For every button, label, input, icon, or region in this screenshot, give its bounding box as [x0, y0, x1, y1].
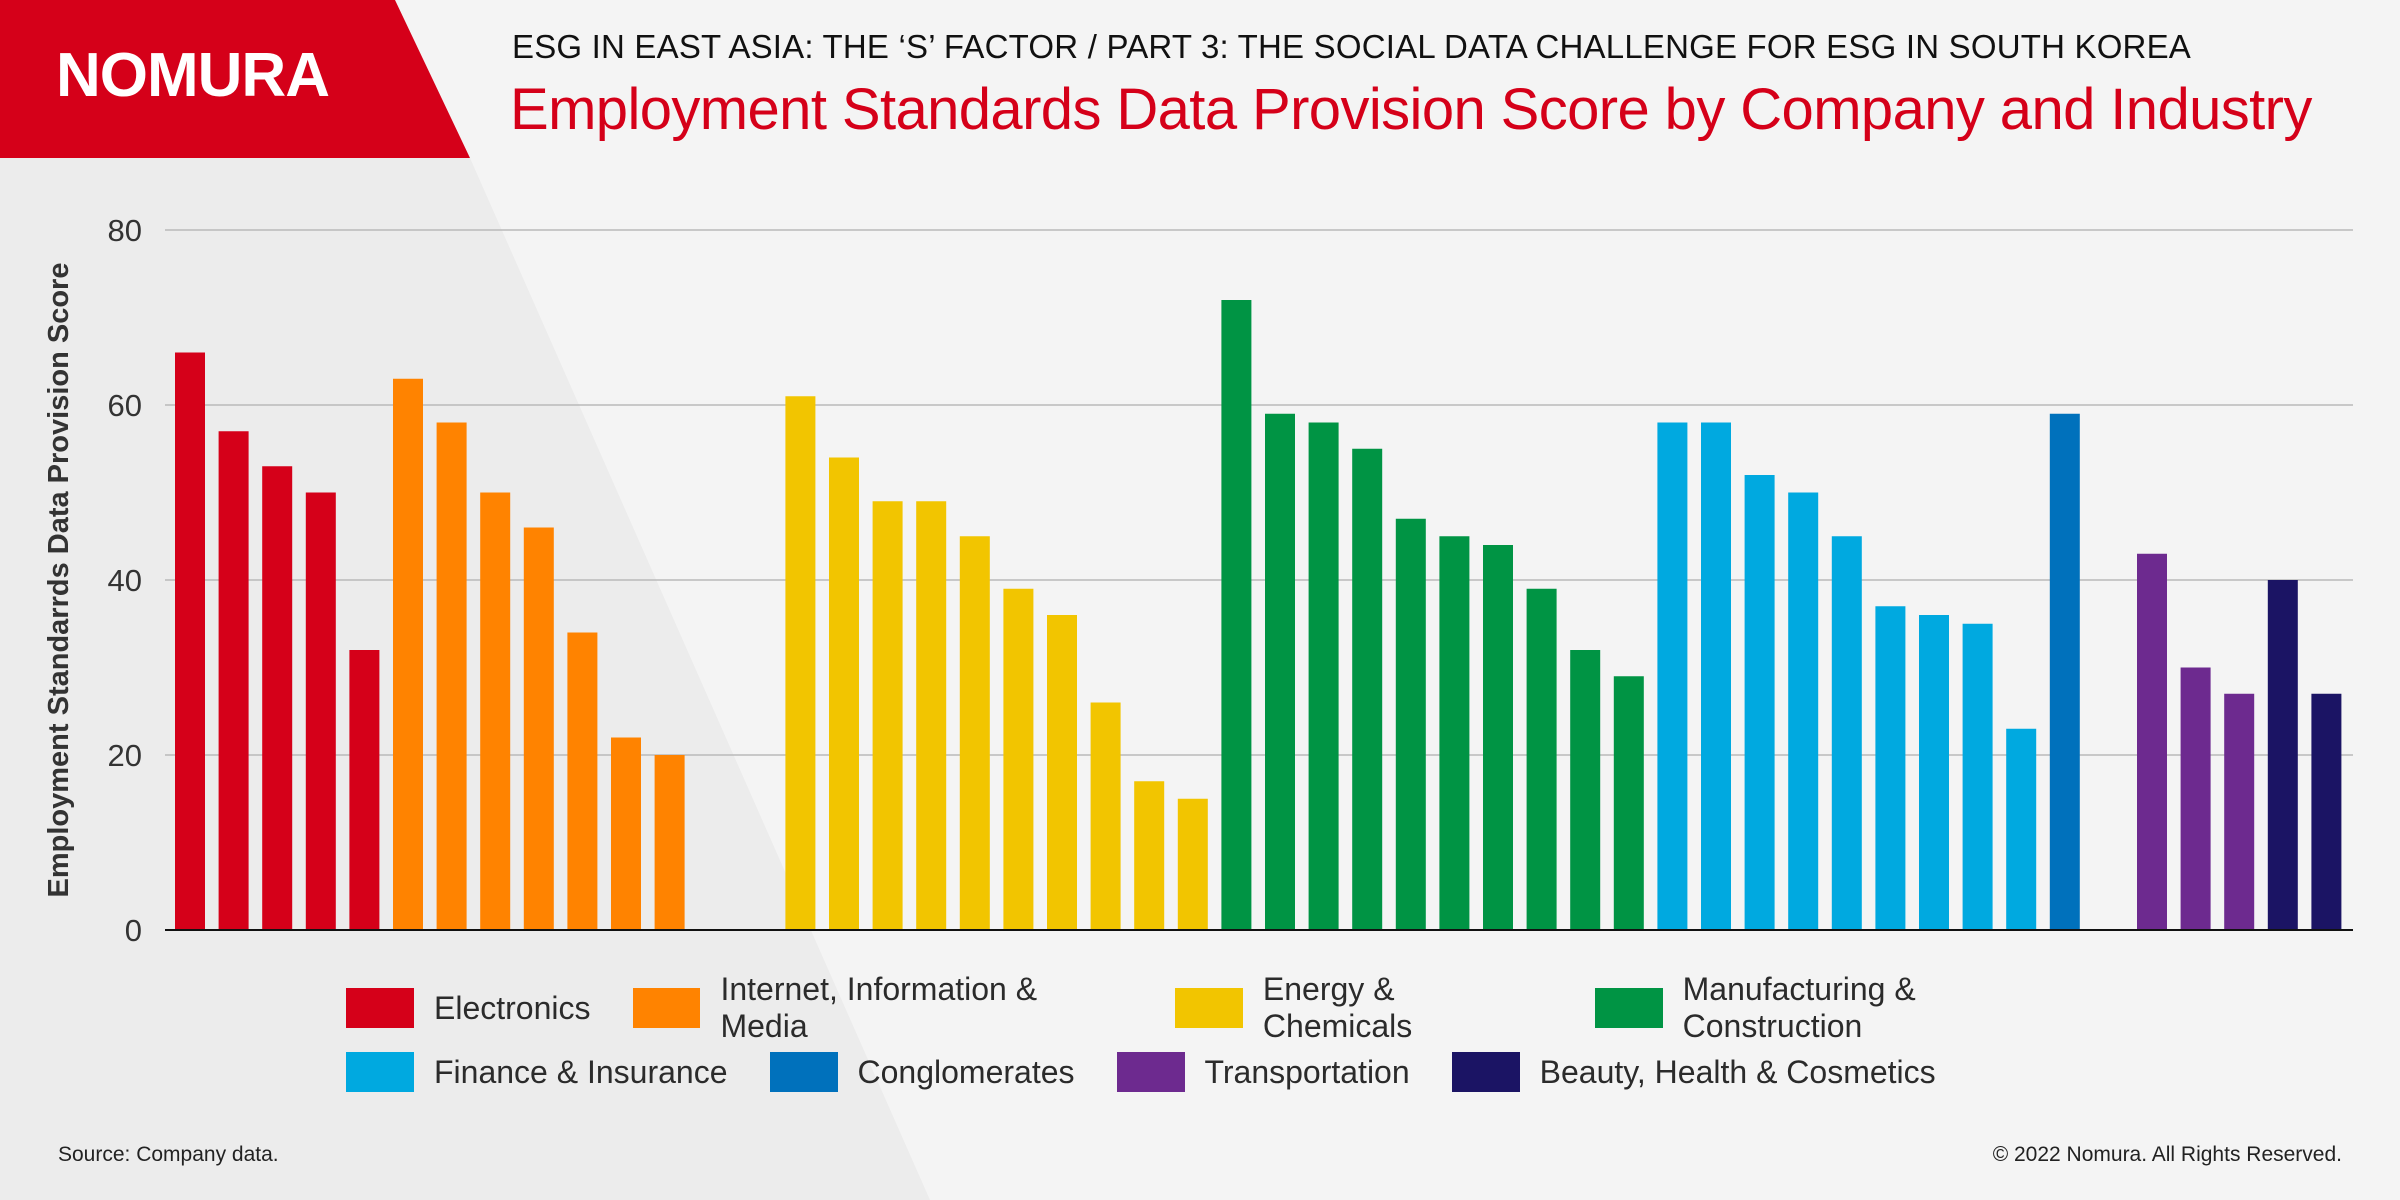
legend-label: Internet, Information & Media — [720, 971, 1038, 1044]
bar — [785, 396, 816, 930]
bar — [1221, 300, 1252, 930]
bar — [567, 632, 598, 930]
bar — [1439, 536, 1470, 930]
source-note: Source: Company data. — [58, 1143, 279, 1166]
bar — [1875, 606, 1906, 930]
bar — [1352, 448, 1383, 930]
legend-swatch — [1594, 988, 1663, 1028]
bar — [349, 650, 380, 930]
bar — [611, 737, 641, 930]
bar — [218, 431, 249, 930]
legend-swatch — [346, 988, 414, 1028]
bar — [916, 501, 947, 930]
legend-label: Conglomerates — [857, 1053, 1075, 1090]
bar — [1090, 702, 1121, 930]
y-tick-label: 60 — [108, 388, 142, 423]
chart-legend: Electronics Internet, Information & Medi… — [346, 971, 2146, 1114]
legend-item-electronics: Electronics — [346, 988, 591, 1028]
bar — [829, 457, 859, 930]
bar — [523, 527, 554, 930]
y-tick-label: 40 — [108, 563, 142, 598]
legend-row-1: Electronics Internet, Information & Medi… — [346, 971, 2146, 1044]
bar — [1701, 422, 1731, 930]
logo-text: NOMURA — [56, 41, 330, 110]
bar — [262, 466, 293, 930]
bar — [2311, 693, 2342, 930]
legend-item-internet: Internet, Information & Media — [632, 971, 1133, 1045]
legend-item-beauty: Beauty, Health & Cosmetics — [1451, 1052, 1936, 1092]
legend-swatch — [1174, 988, 1243, 1028]
logo-banner — [0, 0, 470, 158]
bar — [393, 378, 423, 930]
bar — [654, 755, 685, 930]
bar — [959, 536, 990, 930]
bar — [1613, 676, 1644, 930]
page-subtitle: ESG IN EAST ASIA: THE ‘S’ FACTOR / PART … — [512, 28, 2192, 65]
legend-swatch — [769, 1052, 838, 1092]
nomura-logo: NOMURA — [0, 0, 470, 158]
legend-swatch — [346, 1052, 414, 1092]
y-tick-label: 20 — [108, 738, 142, 773]
legend-item-transportation: Transportation — [1116, 1052, 1410, 1092]
bar — [1744, 475, 1775, 930]
bar — [1831, 536, 1862, 930]
bar — [1962, 623, 1993, 930]
legend-swatch — [1116, 1052, 1185, 1092]
legend-item-manufacturing: Manufacturing & Construction — [1594, 971, 2104, 1045]
legend-item-finance: Finance & Insurance — [346, 1052, 728, 1092]
bar — [1788, 492, 1819, 930]
page-title: Employment Standards Data Provision Scor… — [510, 77, 2312, 142]
bar — [1134, 781, 1165, 930]
bar — [305, 492, 336, 930]
bar — [1657, 422, 1688, 930]
bar — [1395, 518, 1426, 930]
bar — [1570, 650, 1601, 930]
bar — [2049, 413, 2080, 930]
legend-swatch — [632, 988, 701, 1028]
bar — [1265, 413, 1295, 930]
bar — [2137, 553, 2167, 930]
bar — [1483, 545, 1513, 930]
legend-label: Energy & Chemicals — [1262, 971, 1413, 1044]
bar — [436, 422, 467, 930]
bar — [872, 501, 903, 930]
y-tick-label: 0 — [125, 913, 142, 948]
legend-label: Manufacturing & Construction — [1682, 971, 1916, 1044]
bar — [480, 492, 511, 930]
bar — [1526, 588, 1557, 930]
bar — [1177, 798, 1208, 930]
legend-label: Electronics — [434, 989, 591, 1026]
bar — [1003, 588, 1034, 930]
bar — [2224, 693, 2255, 930]
bar — [175, 352, 205, 930]
legend-item-conglomerates: Conglomerates — [769, 1052, 1075, 1092]
bar — [2180, 667, 2211, 930]
bar — [1919, 615, 1949, 930]
legend-swatch — [1451, 1052, 1520, 1092]
bar — [2267, 580, 2298, 930]
bar — [1047, 615, 1077, 930]
y-tick-label: 80 — [108, 213, 142, 248]
legend-label: Finance & Insurance — [434, 1053, 728, 1090]
copyright-note: © 2022 Nomura. All Rights Reserved. — [1992, 1143, 2342, 1166]
y-axis-label: Employment Standarrds Data Provision Sco… — [43, 263, 75, 898]
legend-label: Transportation — [1204, 1053, 1410, 1090]
bar — [1308, 422, 1339, 930]
legend-item-energy: Energy & Chemicals — [1174, 971, 1553, 1045]
legend-row-2: Finance & Insurance Conglomerates Transp… — [346, 1050, 2146, 1094]
legend-label: Beauty, Health & Cosmetics — [1539, 1053, 1936, 1090]
bar — [2006, 728, 2037, 930]
